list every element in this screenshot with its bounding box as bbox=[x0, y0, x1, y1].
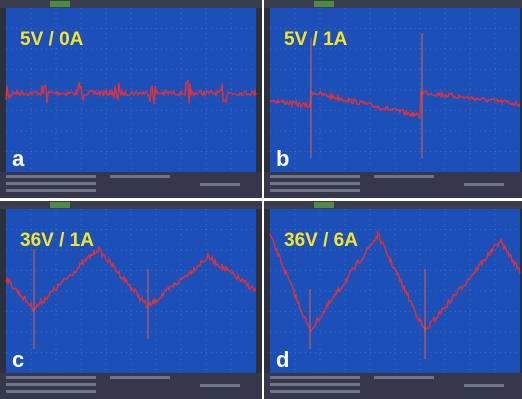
panel-label: 5V / 1A bbox=[284, 29, 348, 50]
status-text bbox=[374, 175, 434, 178]
status-text bbox=[270, 376, 360, 379]
status-text bbox=[6, 182, 96, 185]
status-text bbox=[270, 175, 360, 178]
panel-letter: d bbox=[276, 347, 289, 372]
scope-panel: 36V / 1A c bbox=[0, 201, 262, 399]
scope-panel: 5V / 0A a bbox=[0, 0, 262, 198]
status-text bbox=[270, 182, 360, 185]
top-bar bbox=[0, 201, 262, 209]
status-text bbox=[270, 189, 360, 192]
panel-label: 36V / 6A bbox=[284, 230, 358, 251]
status-text bbox=[464, 384, 504, 387]
status-text bbox=[6, 189, 96, 192]
panel-label: 5V / 0A bbox=[20, 29, 84, 50]
status-indicator bbox=[314, 202, 334, 208]
status-text bbox=[6, 383, 96, 386]
panel-letter: a bbox=[12, 146, 25, 171]
top-bar bbox=[264, 201, 522, 209]
status-text bbox=[110, 175, 170, 178]
status-text bbox=[464, 183, 504, 186]
status-indicator bbox=[314, 1, 334, 7]
panel-label: 36V / 1A bbox=[20, 230, 94, 251]
status-text bbox=[200, 384, 240, 387]
status-text bbox=[110, 376, 170, 379]
status-text bbox=[200, 183, 240, 186]
status-text bbox=[374, 376, 434, 379]
status-indicator bbox=[50, 202, 70, 208]
status-text bbox=[270, 390, 360, 393]
status-text bbox=[6, 390, 96, 393]
top-bar bbox=[0, 0, 262, 8]
scope-panel: 5V / 1A b bbox=[264, 0, 522, 198]
panel-letter: c bbox=[12, 347, 24, 372]
status-indicator bbox=[50, 1, 70, 7]
status-text bbox=[6, 175, 96, 178]
panel-letter: b bbox=[276, 146, 289, 171]
status-text bbox=[270, 383, 360, 386]
status-text bbox=[6, 376, 96, 379]
top-bar bbox=[264, 0, 522, 8]
figure: 5V / 0A a 5V / 1A b 36V / 1A c 36V / 6A d bbox=[0, 0, 522, 399]
scope-panel: 36V / 6A d bbox=[264, 201, 522, 399]
